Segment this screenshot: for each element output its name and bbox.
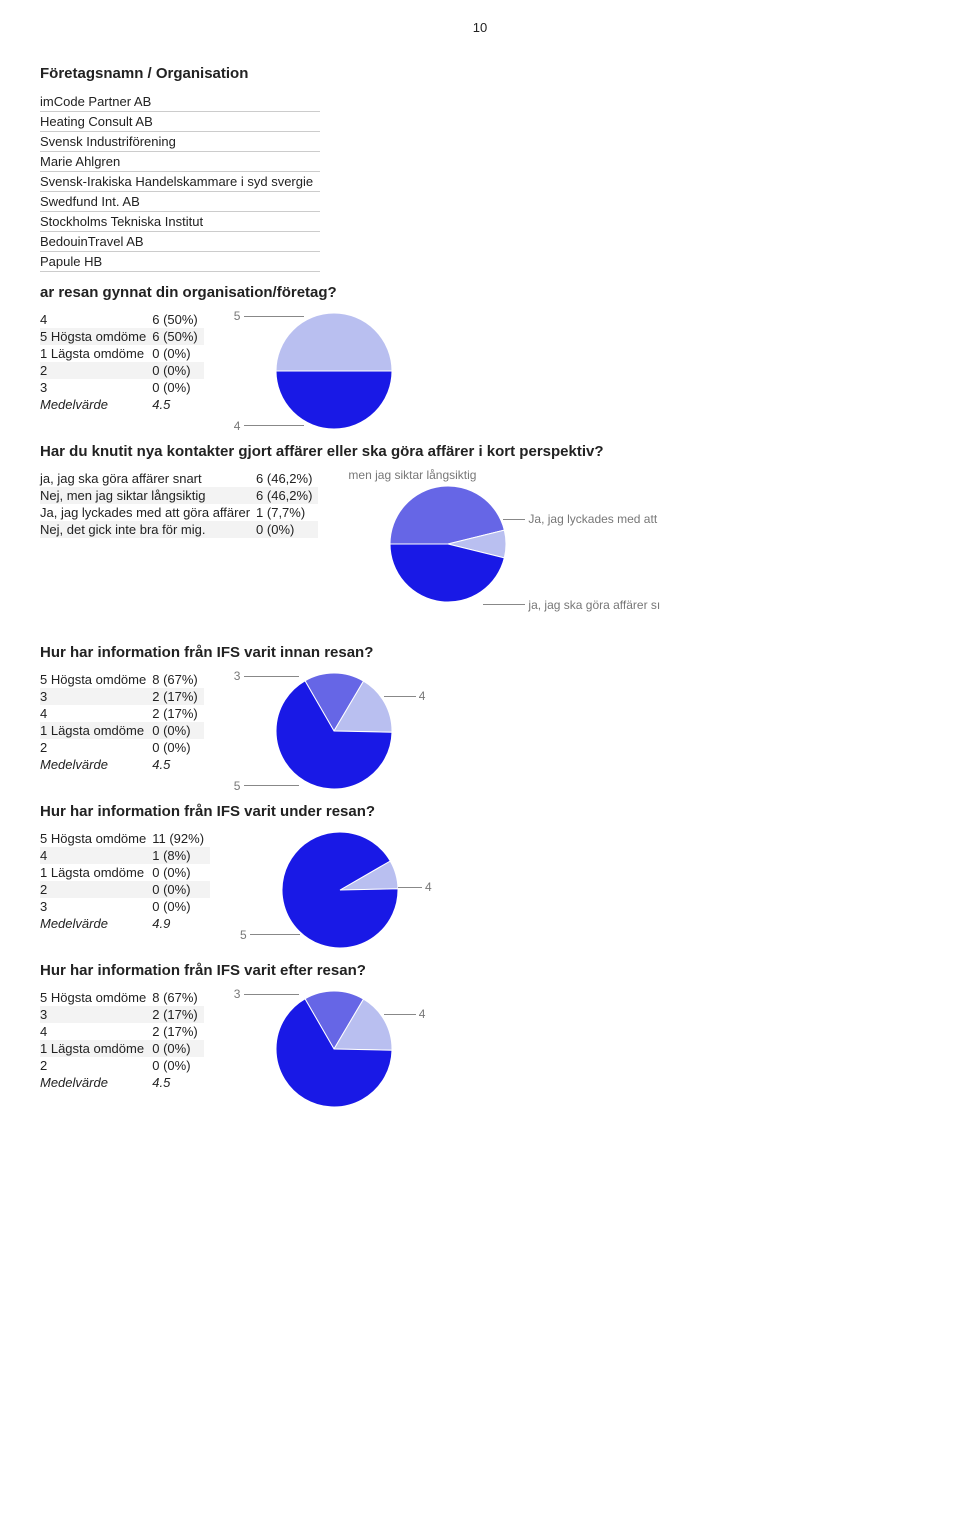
chart-label: Ja, jag lyckades med att [528, 512, 657, 526]
table-avg-row: Medelvärde4.5 [40, 756, 204, 773]
table-row: ja, jag ska göra affärer snart6 (46,2%) [40, 470, 318, 487]
heading-company: Företagsnamn / Organisation [40, 65, 920, 82]
table-avg-row: Medelvärde4.9 [40, 915, 210, 932]
q2-chart: men jag siktar långsiktig Ja, jag lyckad… [348, 470, 688, 604]
company-row: Papule HB [40, 252, 320, 272]
table-row: 1 Lägsta omdöme0 (0%) [40, 722, 204, 739]
q1-table: 46 (50%)5 Högsta omdöme6 (50%)1 Lägsta o… [40, 311, 204, 413]
q5-title: Hur har information från IFS varit efter… [40, 962, 920, 979]
chart-label: ja, jag ska göra affärer sı [528, 598, 660, 612]
q5-table: 5 Högsta omdöme8 (67%)32 (17%)42 (17%)1 … [40, 989, 204, 1091]
table-row: 41 (8%) [40, 847, 210, 864]
chart-label: 3 [234, 669, 241, 683]
table-row: 30 (0%) [40, 379, 204, 396]
company-row: Swedfund Int. AB [40, 192, 320, 212]
q5-chart: 3 4 [234, 989, 454, 1109]
q2-table: ja, jag ska göra affärer snart6 (46,2%)N… [40, 470, 318, 538]
chart-label: 5 [240, 928, 247, 942]
company-row: Svensk Industriförening [40, 132, 320, 152]
company-row: Stockholms Tekniska Institut [40, 212, 320, 232]
q3-table: 5 Högsta omdöme8 (67%)32 (17%)42 (17%)1 … [40, 671, 204, 773]
table-row: 20 (0%) [40, 739, 204, 756]
q4-table: 5 Högsta omdöme11 (92%)41 (8%)1 Lägsta o… [40, 830, 210, 932]
chart-label-4: 4 [234, 419, 241, 433]
table-row: 20 (0%) [40, 362, 204, 379]
table-row: 20 (0%) [40, 1057, 204, 1074]
chart-label-5: 5 [234, 309, 241, 323]
q4-chart: 4 5 [240, 830, 460, 950]
table-row: 42 (17%) [40, 1023, 204, 1040]
table-row: Nej, det gick inte bra för mig.0 (0%) [40, 521, 318, 538]
table-row: Nej, men jag siktar långsiktig6 (46,2%) [40, 487, 318, 504]
table-row: 46 (50%) [40, 311, 204, 328]
table-row: 42 (17%) [40, 705, 204, 722]
page-number: 10 [40, 20, 920, 35]
chart-label: 4 [419, 1007, 426, 1021]
table-row: Ja, jag lyckades med att göra affärer1 (… [40, 504, 318, 521]
table-row: 20 (0%) [40, 881, 210, 898]
chart-label: 4 [425, 880, 432, 894]
company-row: Heating Consult AB [40, 112, 320, 132]
table-row: 5 Högsta omdöme11 (92%) [40, 830, 210, 847]
q3-chart: 3 4 5 [234, 671, 454, 791]
q4-title: Hur har information från IFS varit under… [40, 803, 920, 820]
chart-label: 3 [234, 987, 241, 1001]
company-row: BedouinTravel AB [40, 232, 320, 252]
q1-chart: 5 4 [234, 311, 414, 431]
company-list: imCode Partner ABHeating Consult ABSvens… [40, 92, 920, 272]
chart-label: men jag siktar långsiktig [348, 468, 476, 482]
table-row: 30 (0%) [40, 898, 210, 915]
table-row: 1 Lägsta omdöme0 (0%) [40, 864, 210, 881]
table-row: 5 Högsta omdöme8 (67%) [40, 989, 204, 1006]
chart-label: 5 [234, 779, 241, 793]
chart-label: 4 [419, 689, 426, 703]
table-row: 5 Högsta omdöme8 (67%) [40, 671, 204, 688]
company-row: imCode Partner AB [40, 92, 320, 112]
company-row: Marie Ahlgren [40, 152, 320, 172]
table-row: 32 (17%) [40, 1006, 204, 1023]
q2-title: Har du knutit nya kontakter gjort affäre… [40, 443, 920, 460]
table-row: 1 Lägsta omdöme0 (0%) [40, 345, 204, 362]
q3-title: Hur har information från IFS varit innan… [40, 644, 920, 661]
table-avg-row: Medelvärde4.5 [40, 396, 204, 413]
table-row: 5 Högsta omdöme6 (50%) [40, 328, 204, 345]
table-row: 32 (17%) [40, 688, 204, 705]
table-row: 1 Lägsta omdöme0 (0%) [40, 1040, 204, 1057]
company-row: Svensk-Irakiska Handelskammare i syd sve… [40, 172, 320, 192]
q1-title: ar resan gynnat din organisation/företag… [40, 284, 920, 301]
table-avg-row: Medelvärde4.5 [40, 1074, 204, 1091]
